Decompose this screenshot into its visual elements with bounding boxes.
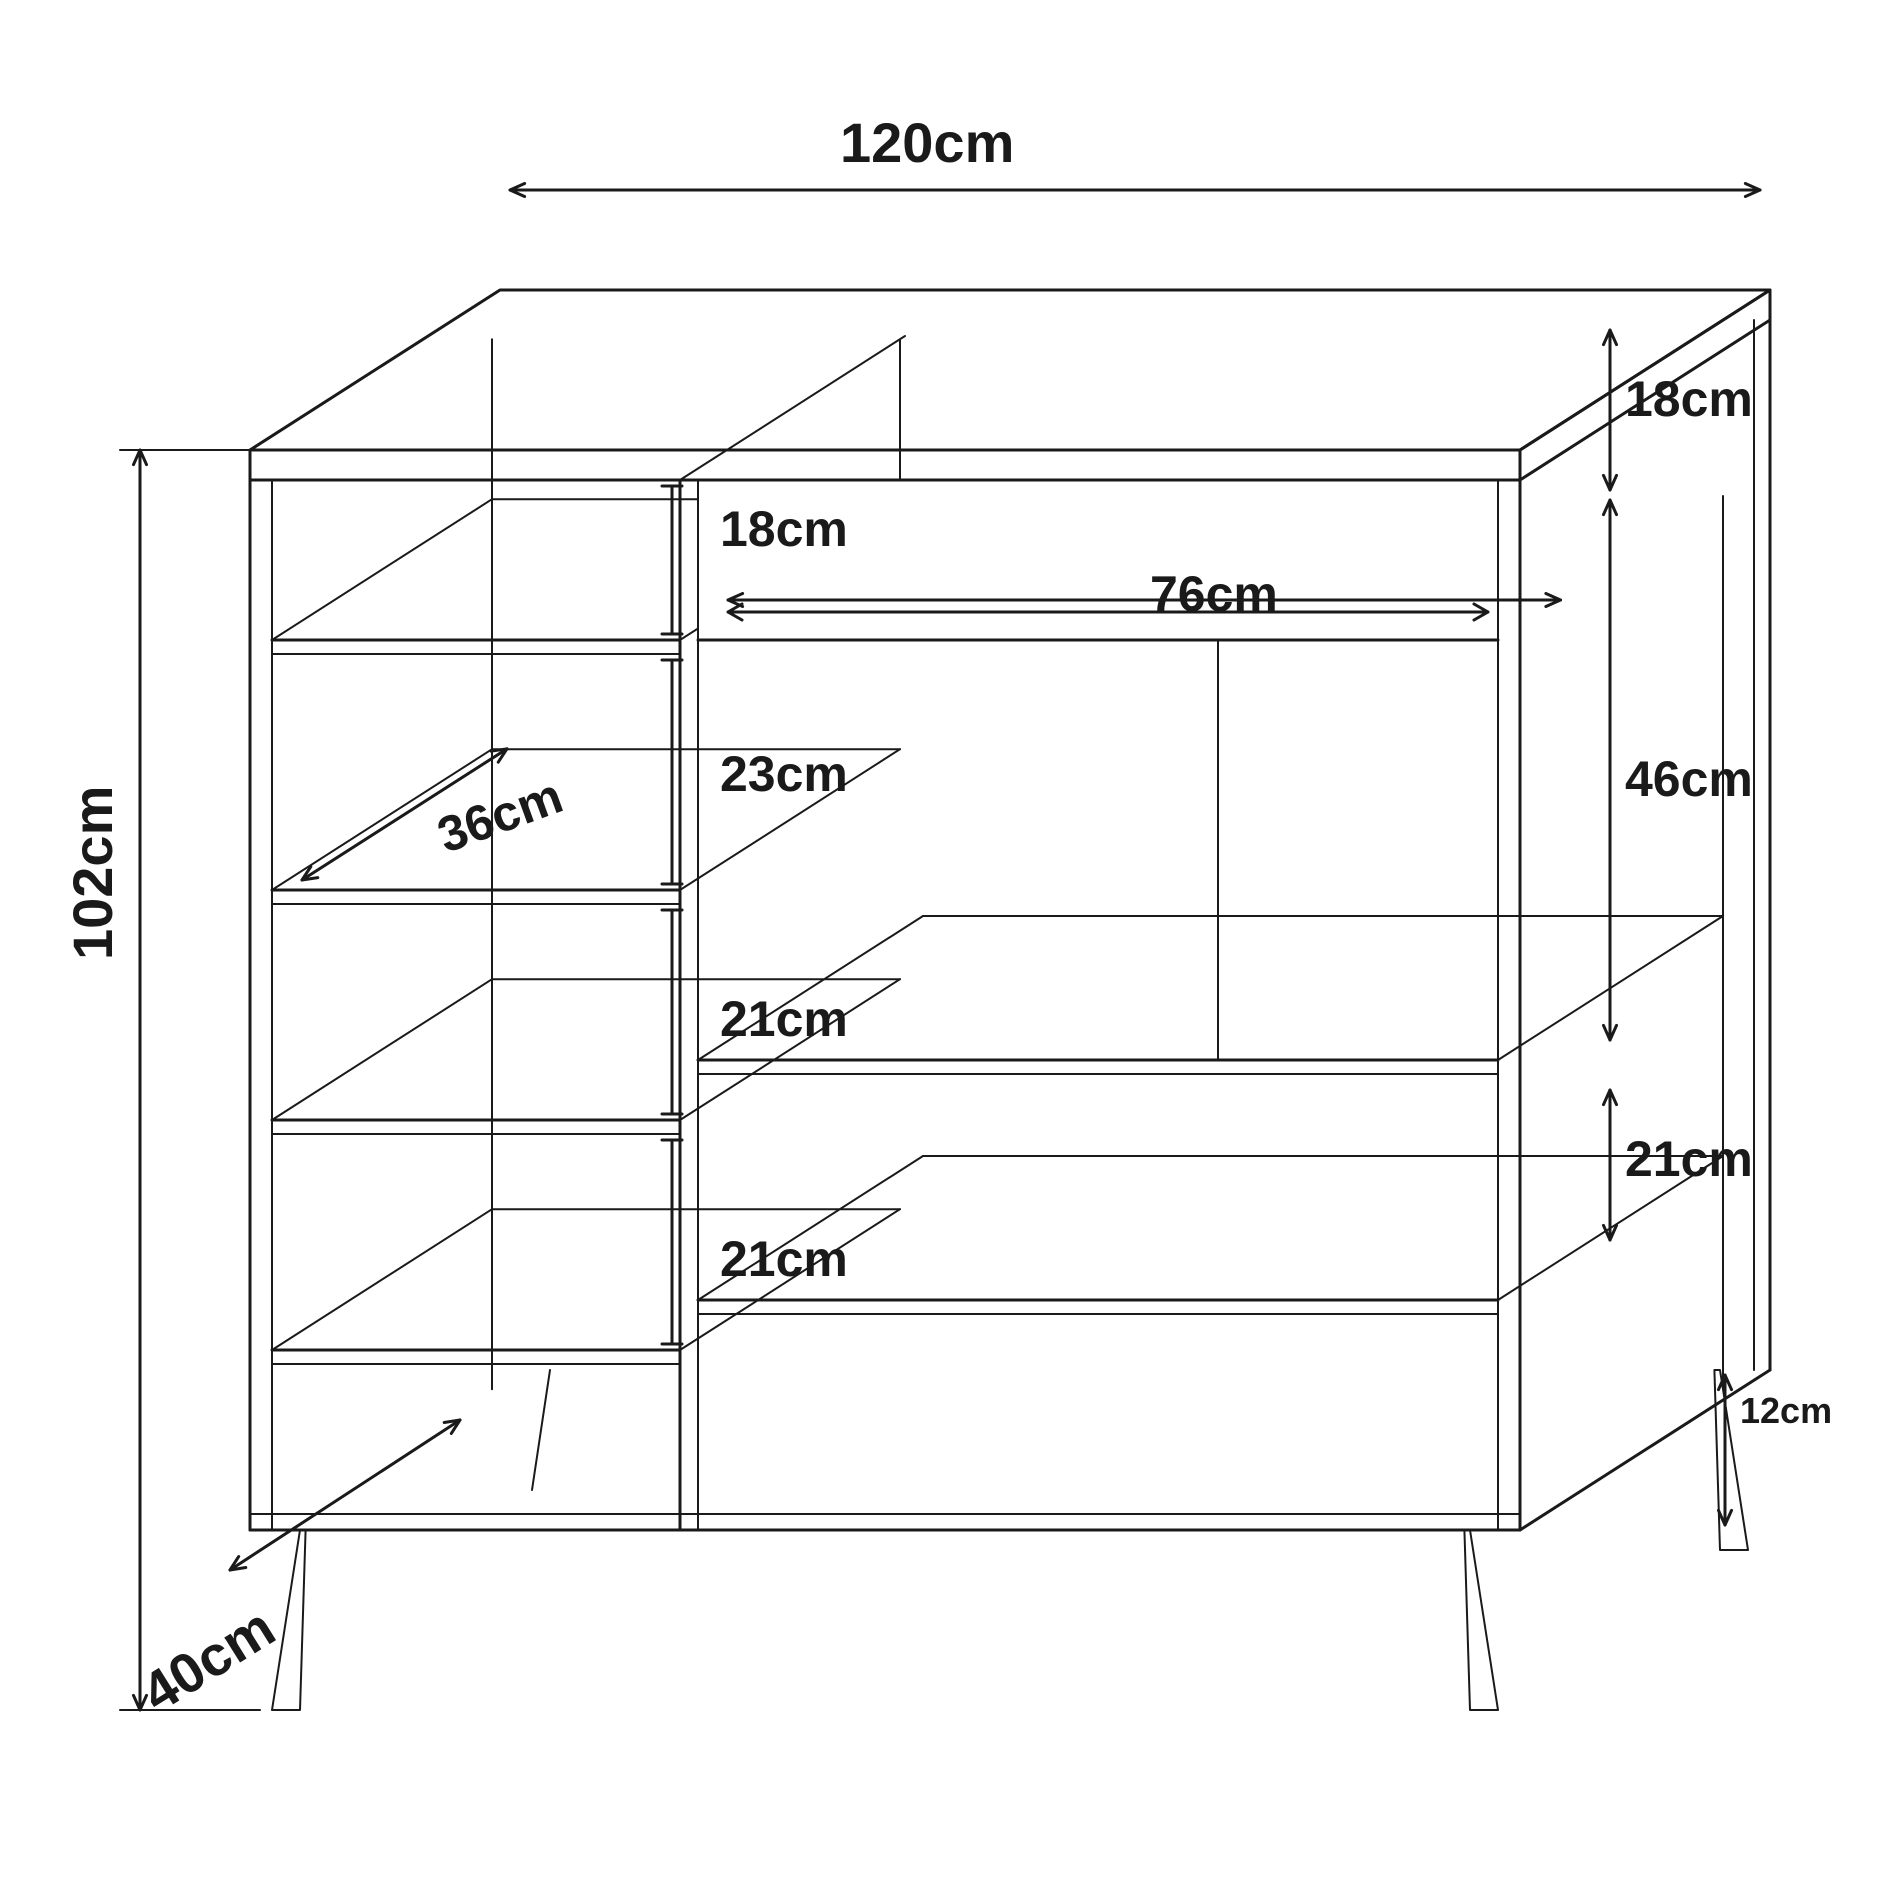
dim-right_46: 46cm bbox=[1625, 750, 1753, 808]
dim-height_102: 102cm bbox=[60, 786, 125, 960]
dim-right_21: 21cm bbox=[1625, 1130, 1753, 1188]
dim-top_width: 120cm bbox=[840, 110, 1014, 175]
dim-drawer_h_r: 18cm bbox=[1625, 370, 1753, 428]
line-drawing bbox=[0, 0, 1891, 1891]
drawing-canvas: 120cm18cm18cm76cm23cm36cm46cm102cm21cm21… bbox=[0, 0, 1891, 1891]
dim-left_21b: 21cm bbox=[720, 1230, 848, 1288]
dim-left_21a: 21cm bbox=[720, 990, 848, 1048]
dim-left_18: 18cm bbox=[720, 500, 848, 558]
dim-leg_12: 12cm bbox=[1740, 1390, 1832, 1432]
dim-left_23: 23cm bbox=[720, 745, 848, 803]
dim-right_76: 76cm bbox=[1150, 565, 1278, 623]
